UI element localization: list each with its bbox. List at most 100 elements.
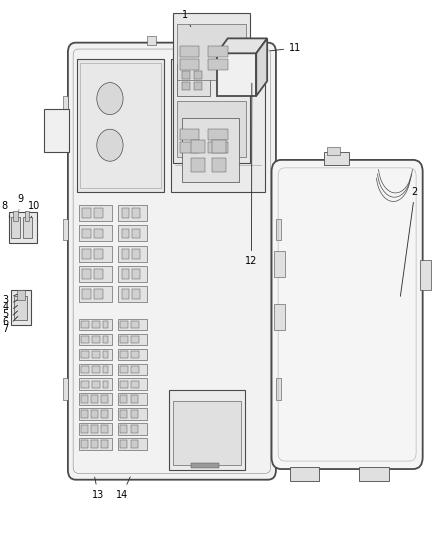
Bar xyxy=(81,336,89,343)
Bar xyxy=(359,467,389,481)
Bar xyxy=(118,225,147,241)
Text: 7: 7 xyxy=(2,317,18,334)
Bar xyxy=(191,158,205,172)
Bar xyxy=(180,142,199,153)
Circle shape xyxy=(97,83,123,115)
Bar xyxy=(132,208,140,218)
Bar xyxy=(79,319,112,330)
Bar xyxy=(92,366,100,373)
Bar xyxy=(131,395,138,403)
Bar xyxy=(118,286,147,302)
Bar xyxy=(94,208,103,218)
Bar xyxy=(118,438,147,450)
Polygon shape xyxy=(256,38,267,96)
Bar xyxy=(118,423,147,435)
Bar xyxy=(120,395,127,403)
Bar xyxy=(9,212,37,243)
Bar xyxy=(120,410,127,418)
Bar xyxy=(118,266,147,282)
Bar xyxy=(118,364,147,375)
Bar xyxy=(132,289,140,299)
Bar xyxy=(122,269,129,279)
Bar xyxy=(131,410,138,418)
Bar xyxy=(101,440,108,448)
Text: 12: 12 xyxy=(245,83,258,266)
Bar xyxy=(91,395,98,403)
Bar xyxy=(132,249,140,259)
Bar xyxy=(81,410,88,418)
Bar xyxy=(81,425,88,433)
Bar xyxy=(17,290,25,300)
Bar xyxy=(11,290,31,325)
Bar xyxy=(208,142,228,153)
Bar xyxy=(79,349,112,360)
Bar xyxy=(191,463,219,468)
Bar xyxy=(79,438,112,450)
Bar xyxy=(92,381,100,388)
Bar xyxy=(274,251,285,277)
Bar xyxy=(212,140,226,153)
Text: 5: 5 xyxy=(2,305,18,319)
Bar xyxy=(79,266,112,282)
Text: 4: 4 xyxy=(2,300,18,312)
Bar xyxy=(171,59,265,192)
Bar xyxy=(122,208,129,218)
Text: 1: 1 xyxy=(182,10,191,27)
Bar xyxy=(79,246,112,262)
Bar xyxy=(13,211,18,221)
Bar xyxy=(79,378,112,390)
Bar xyxy=(120,366,128,373)
Bar xyxy=(118,205,147,221)
Polygon shape xyxy=(217,38,267,53)
Bar xyxy=(44,109,69,152)
Bar xyxy=(81,321,89,328)
Bar xyxy=(147,36,156,45)
Bar xyxy=(132,229,140,238)
Text: 11: 11 xyxy=(270,43,301,53)
Bar xyxy=(94,269,103,279)
Bar xyxy=(94,229,103,238)
Bar xyxy=(182,82,190,90)
Bar xyxy=(63,96,68,117)
Bar xyxy=(180,46,199,56)
Bar xyxy=(212,158,226,172)
Bar xyxy=(82,269,91,279)
Bar xyxy=(81,366,89,373)
Bar xyxy=(290,467,319,481)
Bar xyxy=(77,59,164,192)
Bar xyxy=(91,425,98,433)
Bar xyxy=(79,364,112,375)
Bar xyxy=(122,289,129,299)
Bar xyxy=(101,395,108,403)
Bar xyxy=(132,269,140,279)
Bar xyxy=(63,219,68,240)
Bar xyxy=(80,63,161,188)
Bar xyxy=(91,440,98,448)
Bar xyxy=(217,53,256,96)
Bar xyxy=(79,225,112,241)
Bar xyxy=(81,381,89,388)
Bar xyxy=(173,401,241,465)
Bar xyxy=(131,440,138,448)
Bar xyxy=(120,336,128,343)
Bar xyxy=(118,349,147,360)
Bar xyxy=(118,334,147,345)
Bar xyxy=(182,118,239,182)
Bar xyxy=(91,410,98,418)
Bar xyxy=(103,336,108,343)
Bar xyxy=(82,208,91,218)
Bar xyxy=(180,59,199,70)
FancyBboxPatch shape xyxy=(272,160,423,469)
Bar xyxy=(194,71,202,79)
Bar xyxy=(173,13,250,163)
Bar xyxy=(92,321,100,328)
Bar xyxy=(101,425,108,433)
Bar xyxy=(131,321,139,328)
Bar xyxy=(118,393,147,405)
Bar xyxy=(118,246,147,262)
Bar xyxy=(101,410,108,418)
Bar xyxy=(169,390,245,470)
Bar xyxy=(92,336,100,343)
Bar xyxy=(11,217,20,238)
Bar xyxy=(79,393,112,405)
